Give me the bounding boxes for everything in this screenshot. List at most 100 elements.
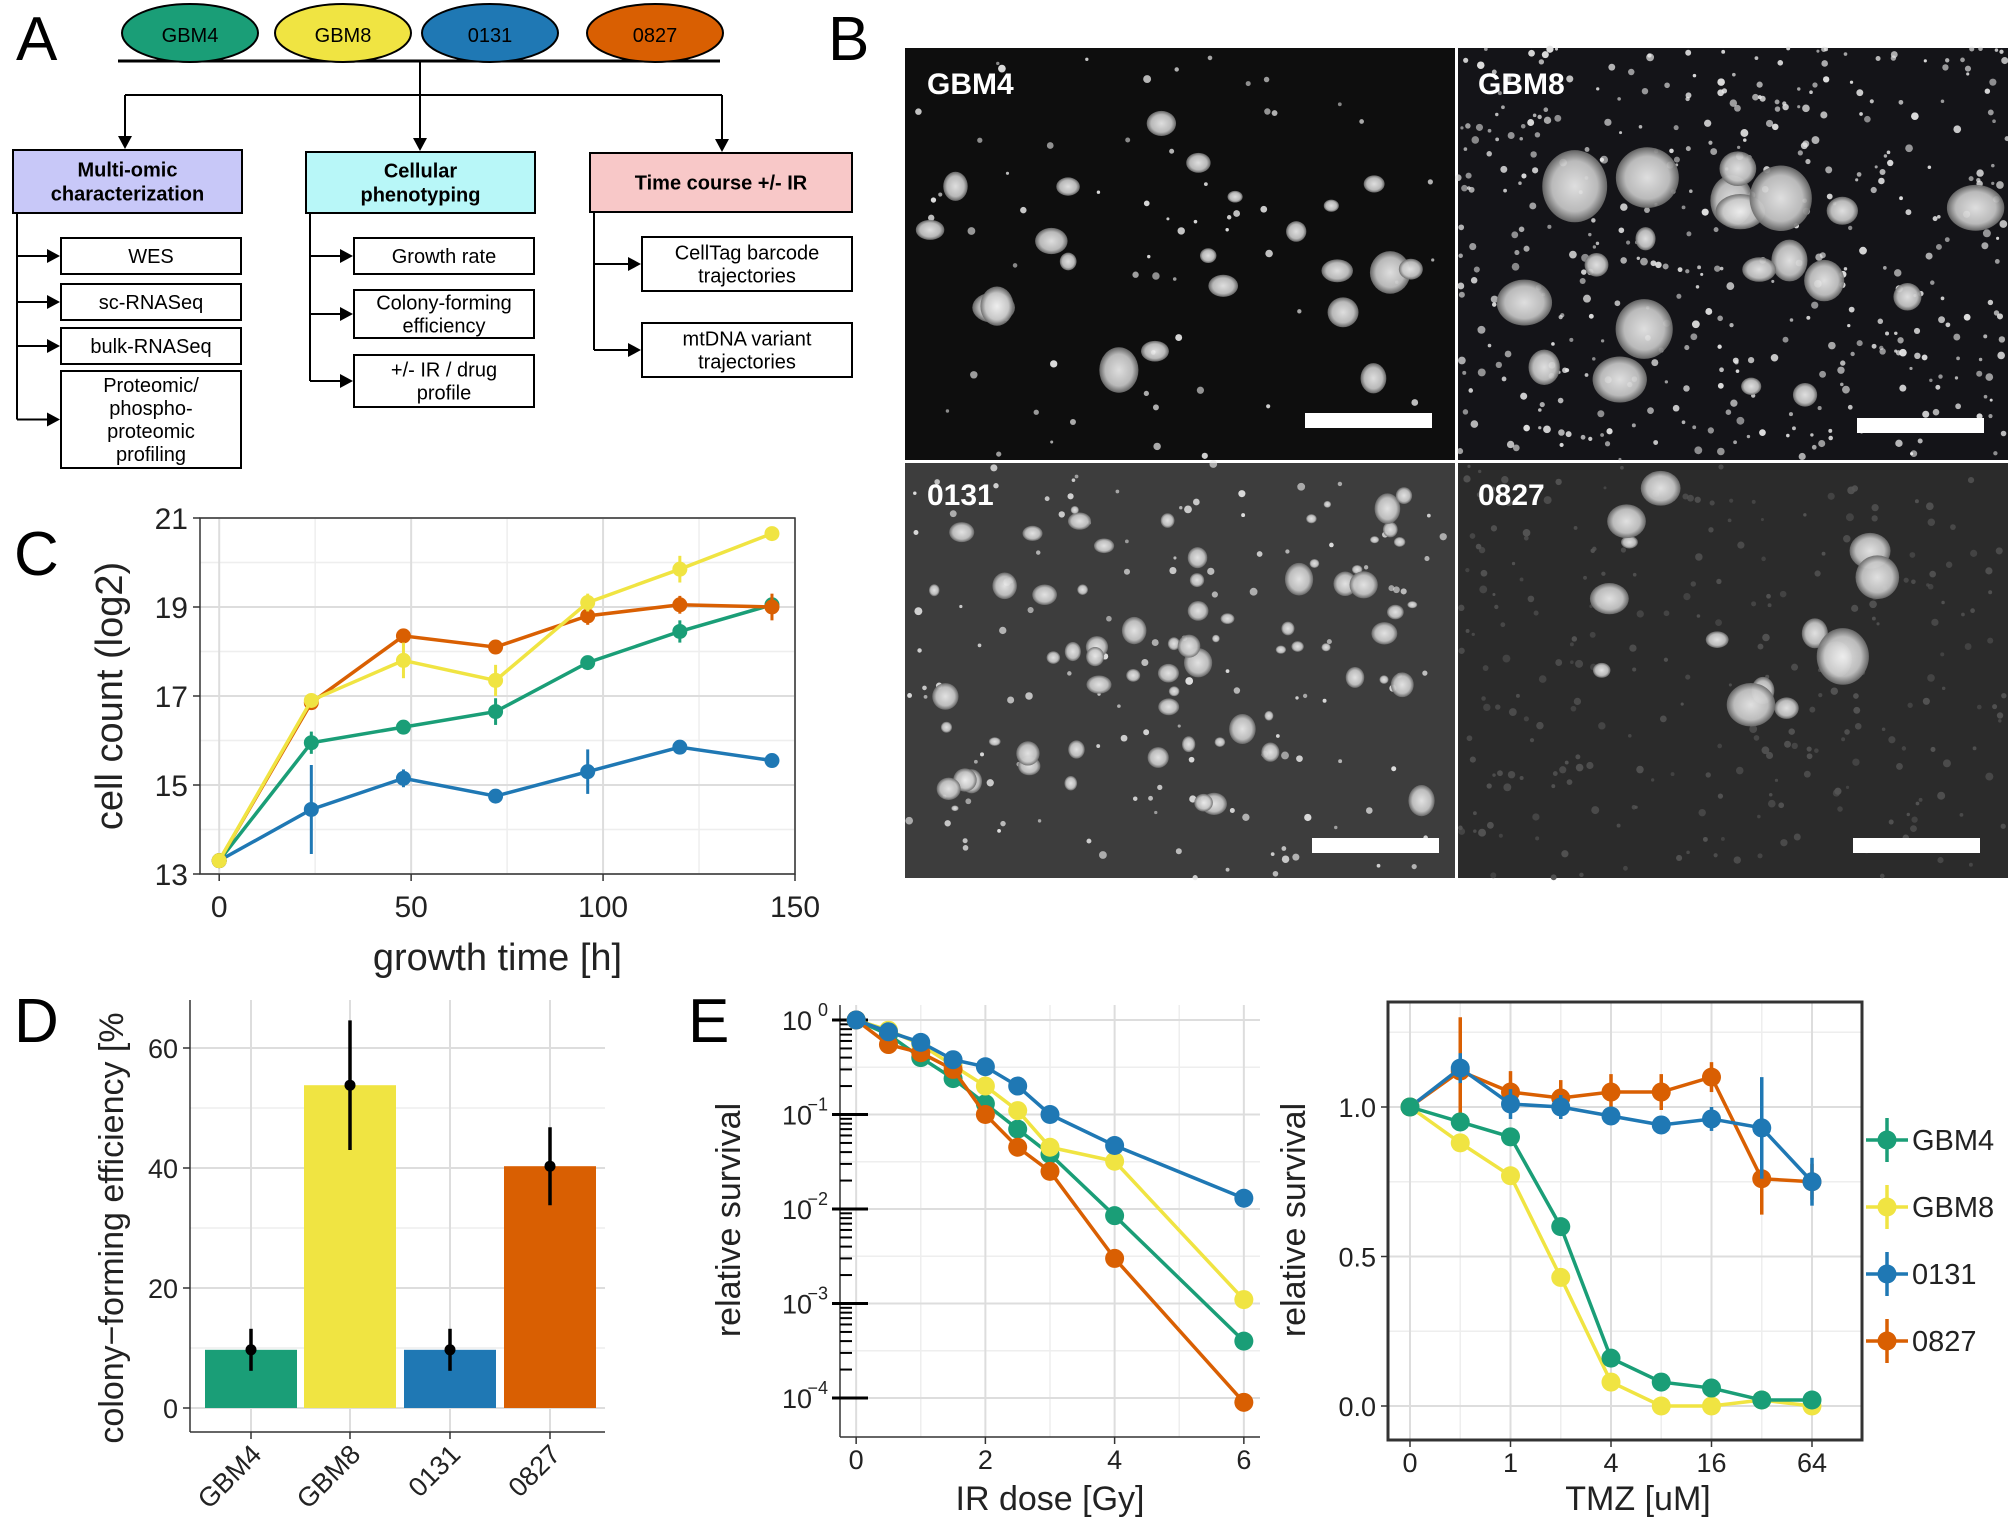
- cell-cluster: [1032, 584, 1057, 605]
- cell-dot: [1570, 705, 1577, 712]
- data-point: [846, 1010, 866, 1030]
- cell-dot: [1837, 366, 1845, 374]
- category-box: [589, 152, 853, 213]
- cell-dot: [1020, 206, 1027, 214]
- cell-dot: [1662, 263, 1669, 270]
- cell-cluster: [1321, 259, 1353, 283]
- cell-dot: [1538, 408, 1542, 412]
- cell-cluster: [1323, 500, 1332, 508]
- cell-dot: [1927, 674, 1935, 682]
- cell-cluster: [1187, 547, 1208, 569]
- cell-dot: [1225, 867, 1230, 872]
- series-0131: [846, 1010, 1254, 1208]
- data-point: [580, 595, 596, 611]
- cell-dot: [998, 64, 1006, 73]
- cell-dot: [1976, 178, 1981, 183]
- cell-dot: [1942, 759, 1951, 768]
- cell-dot: [1067, 493, 1074, 500]
- cell-dot: [930, 197, 937, 203]
- micrograph-0827: 0827: [1458, 463, 2008, 881]
- cell-dot: [973, 759, 978, 764]
- cell-cluster: [1059, 252, 1077, 271]
- cell-cluster: [1291, 641, 1304, 652]
- data-point: [975, 1057, 995, 1077]
- cell-dot: [1490, 295, 1499, 303]
- cell-line-ellipse-0827: [586, 3, 724, 63]
- cell-cluster: [1393, 537, 1406, 547]
- cell-dot: [1597, 410, 1605, 418]
- cell-dot: [1588, 232, 1592, 237]
- data-point: [764, 526, 780, 542]
- cell-dot: [1996, 313, 2004, 320]
- cell-dot: [1518, 181, 1522, 185]
- cell-dot: [1595, 241, 1600, 246]
- cell-dot: [1881, 727, 1886, 732]
- legend-item-0131: 0131: [1866, 1252, 1977, 1296]
- cell-cluster: [1177, 634, 1201, 658]
- cell-cluster: [1528, 349, 1560, 385]
- cell-dot: [1604, 441, 1611, 447]
- cell-dot: [1768, 793, 1773, 797]
- cell-dot: [1717, 743, 1723, 749]
- cell-dot: [1620, 547, 1627, 553]
- cell-dot: [1143, 390, 1149, 397]
- cell-dot: [1027, 606, 1034, 614]
- cell-dot: [1841, 737, 1846, 742]
- cell-cluster: [1068, 740, 1085, 759]
- cell-dot: [1603, 486, 1607, 490]
- bar-0827: [504, 1166, 596, 1408]
- cell-dot: [1701, 208, 1709, 216]
- mean-point: [444, 1344, 456, 1356]
- cell-dot: [1532, 167, 1539, 174]
- cell-dot: [1471, 136, 1480, 144]
- cell-dot: [1304, 813, 1312, 822]
- cell-cluster: [1607, 504, 1646, 539]
- cell-dot: [1914, 352, 1921, 360]
- cell-dot: [1981, 242, 1989, 250]
- cell-dot: [1584, 373, 1589, 377]
- item-text-line: Proteomic/: [103, 375, 199, 397]
- cell-dot: [1937, 791, 1946, 800]
- cell-dot: [905, 816, 914, 825]
- cell-dot: [1966, 72, 1970, 76]
- cell-dot: [1582, 294, 1591, 303]
- cell-dot: [1681, 420, 1686, 425]
- cell-dot: [1096, 190, 1101, 194]
- cell-dot: [1976, 169, 1984, 177]
- cell-dot: [1466, 735, 1473, 742]
- cell-dot: [1532, 813, 1540, 821]
- cell-dot: [1192, 875, 1198, 881]
- cell-dot: [1005, 171, 1010, 175]
- cell-dot: [1626, 240, 1631, 245]
- data-point: [911, 1032, 931, 1052]
- cell-dot: [1193, 498, 1200, 506]
- cell-dot: [1929, 378, 1933, 383]
- y-axis-title: relative survival: [710, 1103, 748, 1337]
- cell-dot: [2000, 430, 2007, 437]
- data-point: [672, 739, 688, 755]
- cell-dot: [1681, 205, 1686, 210]
- cell-dot: [1683, 592, 1691, 601]
- cell-dot: [1998, 719, 2002, 723]
- cell-cluster: [1186, 152, 1211, 173]
- cell-dot: [1677, 267, 1683, 273]
- cell-dot: [1987, 637, 1994, 644]
- cell-dot: [1455, 174, 1462, 181]
- cell-dot: [1696, 614, 1701, 618]
- cell-dot: [1810, 433, 1814, 437]
- cell-dot: [1766, 593, 1771, 599]
- y-axis-title: colony−forming efficiency [%: [93, 1012, 131, 1443]
- cell-cluster: [1816, 628, 1869, 685]
- cell-dot: [1085, 57, 1089, 61]
- category-box: [12, 149, 243, 214]
- data-point: [1234, 1188, 1254, 1208]
- cell-dot: [2001, 693, 2007, 699]
- x-tick-label: 0: [849, 1445, 864, 1475]
- x-tick-label: 6: [1236, 1445, 1251, 1475]
- cell-dot: [1967, 476, 1975, 484]
- cell-cluster: [1022, 525, 1043, 541]
- cell-dot: [1106, 615, 1112, 622]
- cell-dot: [1950, 524, 1956, 530]
- cell-cluster: [1016, 741, 1040, 766]
- category-box: [305, 151, 536, 214]
